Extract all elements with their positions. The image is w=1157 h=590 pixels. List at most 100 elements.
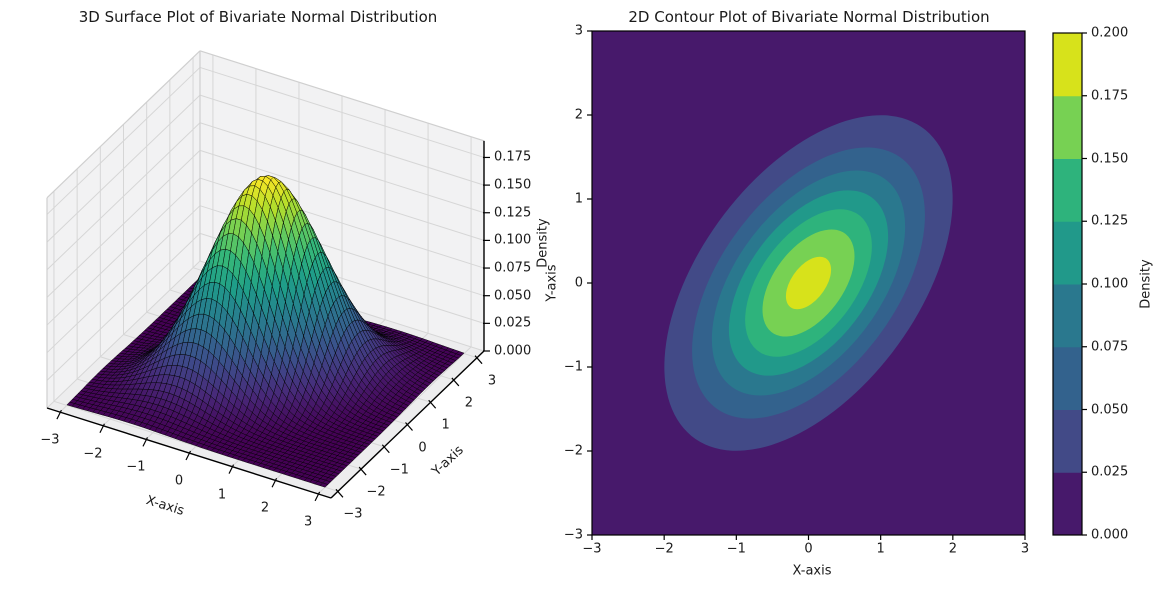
surface-z-tick-label: 0.025 [494, 315, 532, 331]
colorbar-tick-label: 0.200 [1091, 25, 1129, 41]
colorbar-band [1053, 284, 1082, 348]
grid-line [358, 466, 367, 476]
surface-z-tick-label: 0.150 [494, 177, 532, 193]
colorbar-tick-label: 0.125 [1091, 213, 1129, 229]
surface-x-tick-label: 1 [217, 487, 227, 503]
grid-line [271, 478, 278, 488]
colorbar-band [1053, 33, 1082, 97]
colorbar-tick-label: 0.075 [1091, 339, 1129, 355]
grid-line [405, 422, 413, 431]
grid-line [99, 423, 105, 433]
colorbar-band [1053, 472, 1082, 536]
contour-x-tick-label: −3 [582, 541, 602, 557]
grid-line [56, 409, 62, 420]
colorbar-band [1053, 95, 1082, 159]
grid-line [199, 122, 485, 214]
contour-x-tick-label: −1 [726, 541, 746, 557]
contour-x-tick-label: 2 [948, 541, 957, 557]
contour-y-tick-label: −2 [563, 443, 583, 459]
surface-mesh-face [319, 482, 329, 488]
contour-plot-title: 2D Contour Plot of Bivariate Normal Dist… [628, 8, 990, 26]
contour-x-tick-label: 1 [876, 541, 885, 557]
surface-z-tick-label: 0.050 [494, 288, 532, 304]
grid-line [46, 205, 201, 354]
grid-line [142, 437, 149, 447]
colorbar-band [1053, 158, 1082, 222]
grid-line [46, 260, 201, 409]
colorbar-band [1053, 346, 1082, 410]
contour-x-tick-label: 0 [804, 541, 813, 557]
surface-y-tick-label: 1 [441, 417, 450, 433]
grid-line [46, 232, 201, 381]
colorbar-tick-label: 0.025 [1091, 464, 1129, 480]
surface-y-tick-label: 3 [487, 373, 497, 389]
surface-y-tick-label: −3 [343, 506, 363, 522]
surface-x-tick-label: 3 [303, 514, 313, 530]
surface-x-tick-label: −1 [126, 459, 146, 475]
surface-y-tick-label: 2 [464, 395, 473, 411]
grid-line [199, 50, 485, 142]
grid-line [46, 94, 201, 243]
grid-line [46, 150, 201, 298]
grid-line [335, 488, 344, 498]
surface-x-tick-label: 2 [260, 500, 270, 516]
contour-axes-spines [591, 30, 1026, 536]
contour-yaxis-label: Y-axis [544, 264, 560, 302]
contour-band-ellipse [762, 229, 855, 337]
surface-z-tick-label: 0.075 [494, 260, 532, 276]
contour-y-tick-label: 3 [574, 23, 583, 39]
contour-y-tick-label: 1 [574, 191, 583, 207]
contour-y-tick-label: −3 [563, 527, 583, 543]
contour-band-ellipse [745, 209, 872, 357]
contour-x-tick-label: −2 [654, 541, 674, 557]
surface-plot-title: 3D Surface Plot of Bivariate Normal Dist… [78, 8, 438, 26]
contour-band-ellipse [728, 190, 889, 376]
colorbar-tick-label: 0.150 [1091, 151, 1129, 166]
grid-line [381, 444, 390, 454]
grid-line [46, 67, 201, 215]
colorbar-tick-label: 0.175 [1091, 88, 1129, 104]
contour-band-ellipse [664, 115, 953, 451]
contour-y-tick-label: 2 [574, 107, 583, 123]
surface-x-tick-label: −3 [40, 432, 60, 448]
surface-z-tick-label: 0.100 [494, 232, 532, 248]
grid-line [474, 355, 483, 365]
grid-line [199, 94, 485, 186]
contour-x-tick-label: 3 [1020, 541, 1030, 557]
contour-band-ellipse [711, 170, 906, 396]
colorbar-tick-label: 0.050 [1091, 402, 1129, 417]
contour-xaxis-label: X-axis [792, 563, 832, 579]
colorbar-tick-label: 0.100 [1091, 276, 1129, 292]
surface-z-tick-label: 0.175 [494, 149, 532, 165]
contour-y-tick-label: −1 [563, 359, 583, 375]
colorbar-band [1053, 221, 1082, 285]
surface-y-tick-label: −2 [366, 484, 386, 500]
grid-line [185, 450, 192, 461]
contour-band-ellipse [785, 256, 832, 310]
grid-line [451, 377, 460, 387]
surface-z-tick-label: 0.000 [494, 343, 532, 359]
contour-background-band [592, 31, 1025, 535]
colorbar-band [1053, 409, 1082, 473]
surface-zaxis-label: Density [535, 218, 551, 268]
contour-y-tick-label: 0 [574, 275, 583, 291]
contour-bands-group [664, 115, 953, 451]
grid-line [199, 149, 485, 241]
grid-line [228, 464, 235, 474]
colorbar-outline [1052, 32, 1083, 536]
grid-line [46, 50, 201, 199]
surface-z-tick-label: 0.125 [494, 205, 532, 221]
grid-line [46, 177, 201, 326]
surface-y-tick-label: −1 [389, 462, 409, 478]
surface-plot-canvas [46, 50, 490, 502]
grid-line [46, 122, 201, 271]
grid-line [428, 399, 437, 409]
surface-x-tick-label: −2 [83, 446, 103, 462]
surface-x-tick-label: 0 [174, 473, 184, 489]
grid-line [199, 66, 485, 158]
surface-y-tick-label: 0 [418, 440, 427, 455]
colorbar-label: Density [1138, 259, 1154, 309]
colorbar-tick-label: 0.000 [1091, 527, 1129, 543]
contour-band-ellipse [692, 147, 925, 419]
